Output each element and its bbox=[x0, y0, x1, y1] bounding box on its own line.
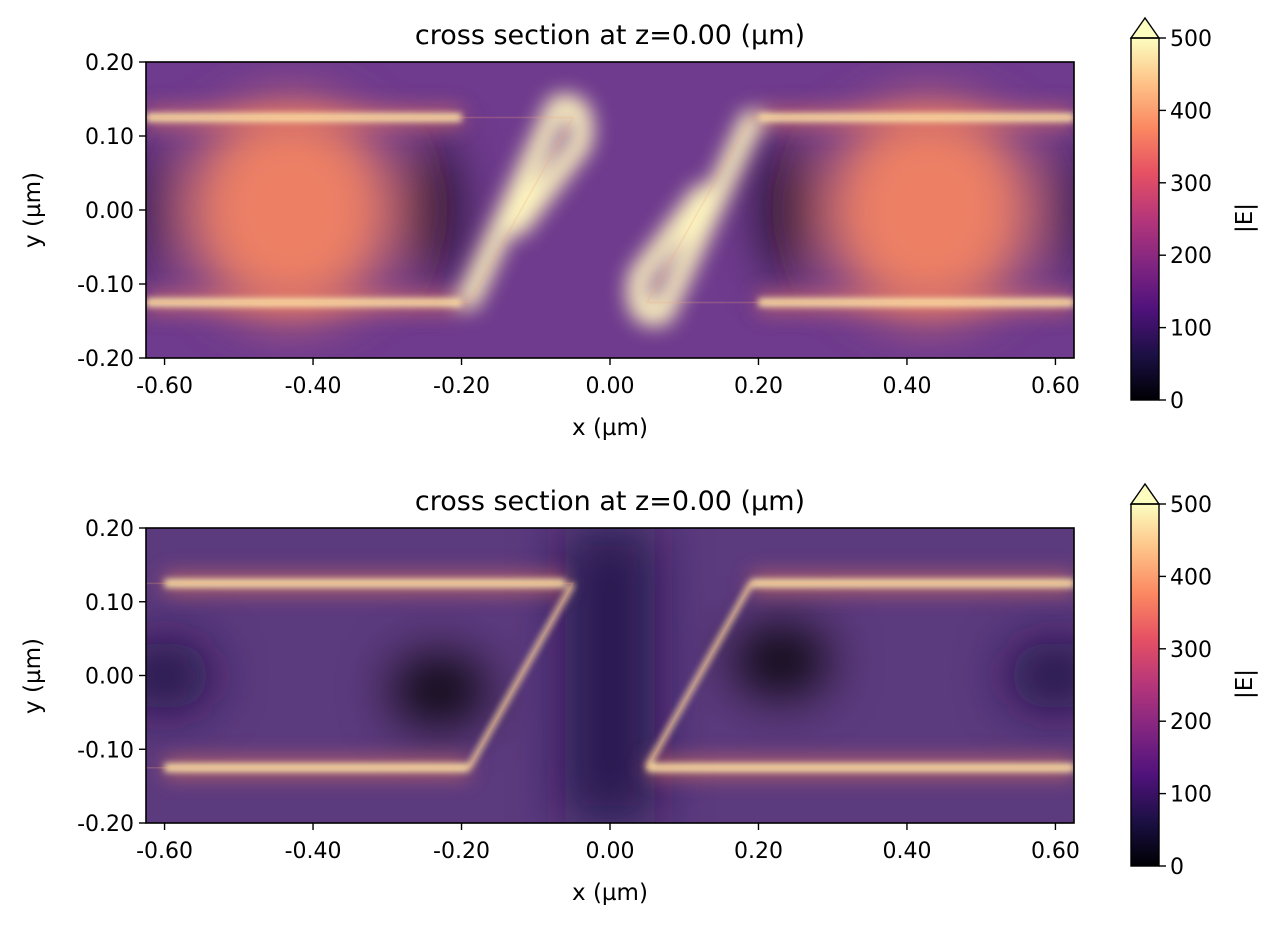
hot-band bbox=[164, 763, 469, 772]
colorbar-frame bbox=[1130, 503, 1160, 867]
colorbar-tick-label: 400 bbox=[1170, 99, 1212, 124]
x-axis-label: x (µm) bbox=[572, 880, 648, 906]
x-tick-label: 0.00 bbox=[586, 839, 635, 864]
colorbar-label: |E| bbox=[1232, 669, 1258, 699]
hot-band bbox=[751, 579, 1074, 588]
x-tick-label: -0.60 bbox=[136, 374, 193, 399]
colorbar-tick-label: 400 bbox=[1170, 565, 1212, 590]
hot-edge bbox=[466, 582, 576, 769]
right-block-outline bbox=[645, 116, 1074, 304]
hot-band bbox=[146, 113, 462, 122]
y-tick-label: -0.20 bbox=[77, 812, 134, 837]
colorbar: 0 100 200 300 400 500 bbox=[1129, 482, 1212, 880]
x-axis-label: x (µm) bbox=[572, 415, 648, 441]
dark-node bbox=[146, 140, 166, 280]
colorbar-extend-arrow bbox=[1129, 16, 1161, 39]
warm-region bbox=[188, 103, 393, 317]
y-tick-label: 0.00 bbox=[85, 199, 134, 224]
colorbar-gradient bbox=[1131, 504, 1159, 866]
dim-gap bbox=[565, 528, 655, 823]
colorbar-label: |E| bbox=[1232, 203, 1258, 233]
warm-region bbox=[827, 103, 1032, 317]
colorbar-extend-arrow bbox=[1129, 482, 1161, 505]
colorbar-tick-label: 0 bbox=[1170, 389, 1184, 414]
y-tick-label: -0.20 bbox=[77, 347, 134, 372]
x-tick-label: -0.20 bbox=[433, 839, 490, 864]
dark-node bbox=[768, 140, 809, 280]
x-tick-label: 0.00 bbox=[586, 374, 635, 399]
x-tick-label: 0.20 bbox=[734, 839, 783, 864]
colorbar-tick-label: 100 bbox=[1170, 783, 1212, 808]
colorbar-tick-label: 300 bbox=[1170, 638, 1212, 663]
y-axis-label: y (µm) bbox=[20, 638, 46, 714]
heatmap-panel-top: cross section at z=0.00 (µm) -0.60 -0.40-… bbox=[20, 16, 1258, 441]
colorbar: 0 100 200 300 400 500 bbox=[1129, 16, 1212, 414]
x-tick-label: 0.60 bbox=[1031, 839, 1080, 864]
colorbar-tick-label: 200 bbox=[1170, 244, 1212, 269]
x-tick-label: 0.20 bbox=[734, 374, 783, 399]
y-tick-label: 0.20 bbox=[85, 517, 134, 542]
axes: -0.60 -0.40 -0.20 0.00 0.20 0.40 0.60 0.20 0.10 0… bbox=[77, 517, 1080, 864]
hot-band bbox=[146, 298, 462, 307]
x-tick-label: 0.40 bbox=[882, 839, 931, 864]
x-tick-label: 0.60 bbox=[1031, 374, 1080, 399]
y-tick-label: 0.20 bbox=[85, 51, 134, 76]
axes: -0.60 -0.40 -0.20 0.00 0.20 0.40 0.60 0.20 0.10 0… bbox=[77, 51, 1080, 399]
heatmap-plot-area bbox=[146, 62, 1074, 358]
y-tick-label: 0.10 bbox=[85, 125, 134, 150]
x-tick-label: 0.40 bbox=[882, 374, 931, 399]
dark-node bbox=[1054, 140, 1074, 280]
x-tick-label: -0.40 bbox=[285, 839, 342, 864]
colorbar-tick-label: 200 bbox=[1170, 710, 1212, 735]
y-axis-label: y (µm) bbox=[20, 172, 46, 248]
colorbar-tick-label: 500 bbox=[1170, 27, 1212, 52]
colorbar-tick-label: 0 bbox=[1170, 855, 1184, 880]
colorbar-tick-label: 300 bbox=[1170, 172, 1212, 197]
hot-band bbox=[758, 298, 1074, 307]
dark-node bbox=[411, 140, 452, 280]
colorbar-gradient bbox=[1131, 38, 1159, 400]
hot-lobe bbox=[627, 110, 763, 326]
hot-band bbox=[164, 579, 566, 588]
hot-lobe bbox=[457, 94, 593, 310]
colorbar-tick-label: 500 bbox=[1170, 493, 1212, 518]
x-tick-label: -0.20 bbox=[433, 374, 490, 399]
y-tick-label: 0.10 bbox=[85, 591, 134, 616]
dark-node bbox=[732, 626, 829, 695]
colorbar-frame bbox=[1130, 37, 1160, 401]
hot-band bbox=[647, 763, 1074, 772]
right-block-outline bbox=[645, 582, 1074, 769]
dark-node bbox=[391, 656, 488, 725]
left-block-outline bbox=[146, 116, 575, 304]
hot-edge bbox=[644, 582, 754, 769]
x-tick-label: -0.40 bbox=[285, 374, 342, 399]
heatmap-plot-area bbox=[146, 528, 1074, 823]
y-tick-label: -0.10 bbox=[77, 273, 134, 298]
chart-title: cross section at z=0.00 (µm) bbox=[415, 486, 805, 517]
x-tick-label: -0.60 bbox=[136, 839, 193, 864]
hot-band bbox=[758, 113, 1074, 122]
dark-node bbox=[1007, 641, 1074, 710]
y-tick-label: 0.00 bbox=[85, 665, 134, 690]
chart-title: cross section at z=0.00 (µm) bbox=[415, 20, 805, 51]
heatmap-panel-bottom: cross section at z=0.00 (µm) -0.60 -0.40-… bbox=[20, 482, 1258, 906]
left-block-outline bbox=[146, 582, 575, 769]
y-tick-label: -0.10 bbox=[77, 738, 134, 763]
dark-node bbox=[146, 641, 213, 710]
colorbar-tick-label: 100 bbox=[1170, 317, 1212, 342]
